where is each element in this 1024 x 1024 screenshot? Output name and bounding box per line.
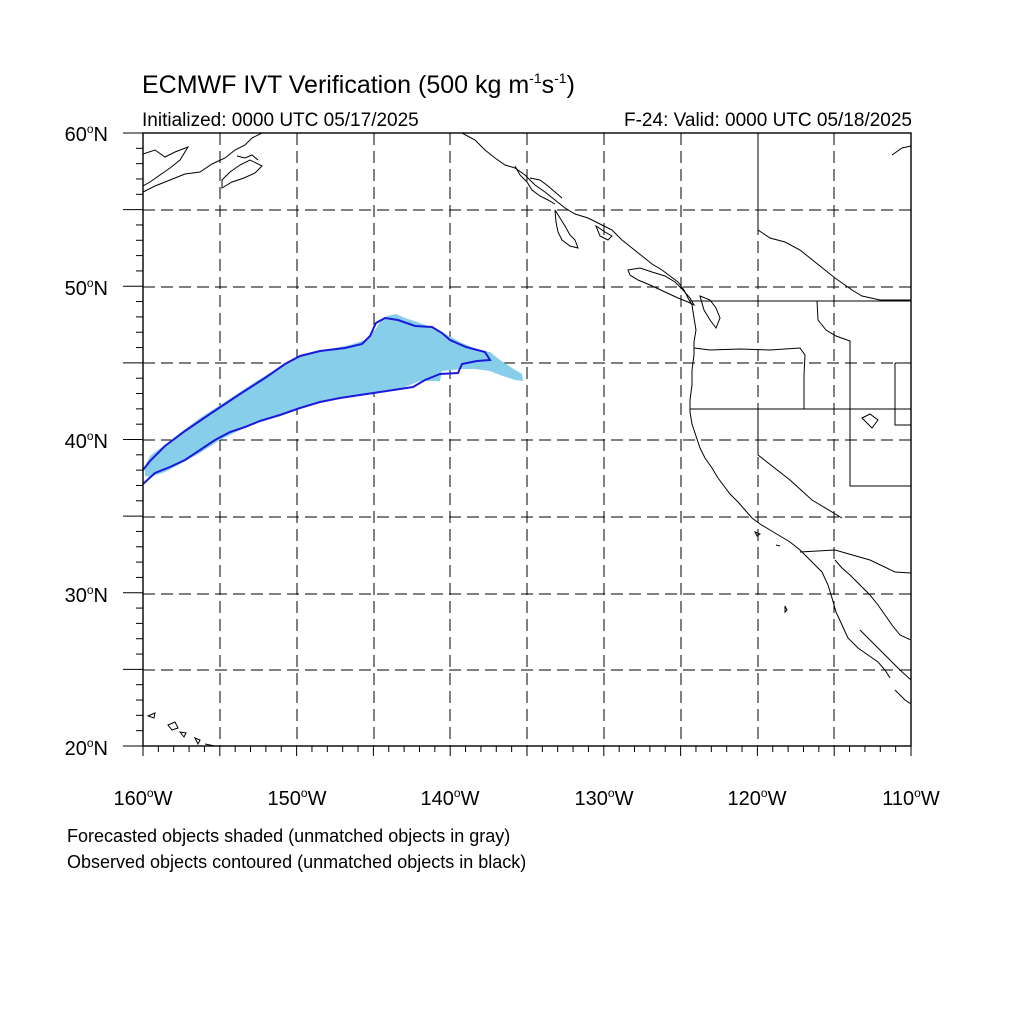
lon-label: 130oW — [574, 786, 634, 810]
lat-label: 20oN — [64, 736, 108, 760]
title-exponent: -1 — [529, 70, 542, 86]
lon-label: 150oW — [267, 786, 327, 810]
observed-ivt-contour — [143, 316, 492, 485]
coastlines — [143, 133, 911, 746]
map-title: ECMWF IVT Verification (500 kg m-1s-1) — [142, 70, 575, 100]
lon-label: 160oW — [113, 786, 173, 810]
title-text: ECMWF IVT Verification (500 kg m — [142, 71, 530, 99]
title-text-close: ) — [566, 71, 575, 99]
lat-label: 50oN — [64, 276, 108, 300]
lon-label: 110oW — [882, 786, 940, 810]
title-exponent: -1 — [554, 70, 567, 86]
footnote-forecast: Forecasted objects shaded (unmatched obj… — [67, 826, 511, 846]
lat-label: 30oN — [64, 583, 108, 607]
axis-ticks — [123, 132, 912, 756]
lon-label: 140oW — [420, 786, 480, 810]
title-text-unit: s — [541, 71, 555, 99]
lat-label: 60oN — [64, 122, 108, 146]
lon-label: 120oW — [727, 786, 787, 810]
initialized-time: Initialized: 0000 UTC 05/17/2025 — [142, 110, 419, 131]
lat-label: 40oN — [64, 429, 108, 453]
footnote-observed: Observed objects contoured (unmatched ob… — [67, 852, 527, 872]
map-gridlines — [143, 133, 911, 746]
valid-time: F-24: Valid: 0000 UTC 05/18/2025 — [624, 110, 912, 131]
forecast-ivt-object — [145, 314, 523, 477]
map-frame — [142, 132, 912, 747]
